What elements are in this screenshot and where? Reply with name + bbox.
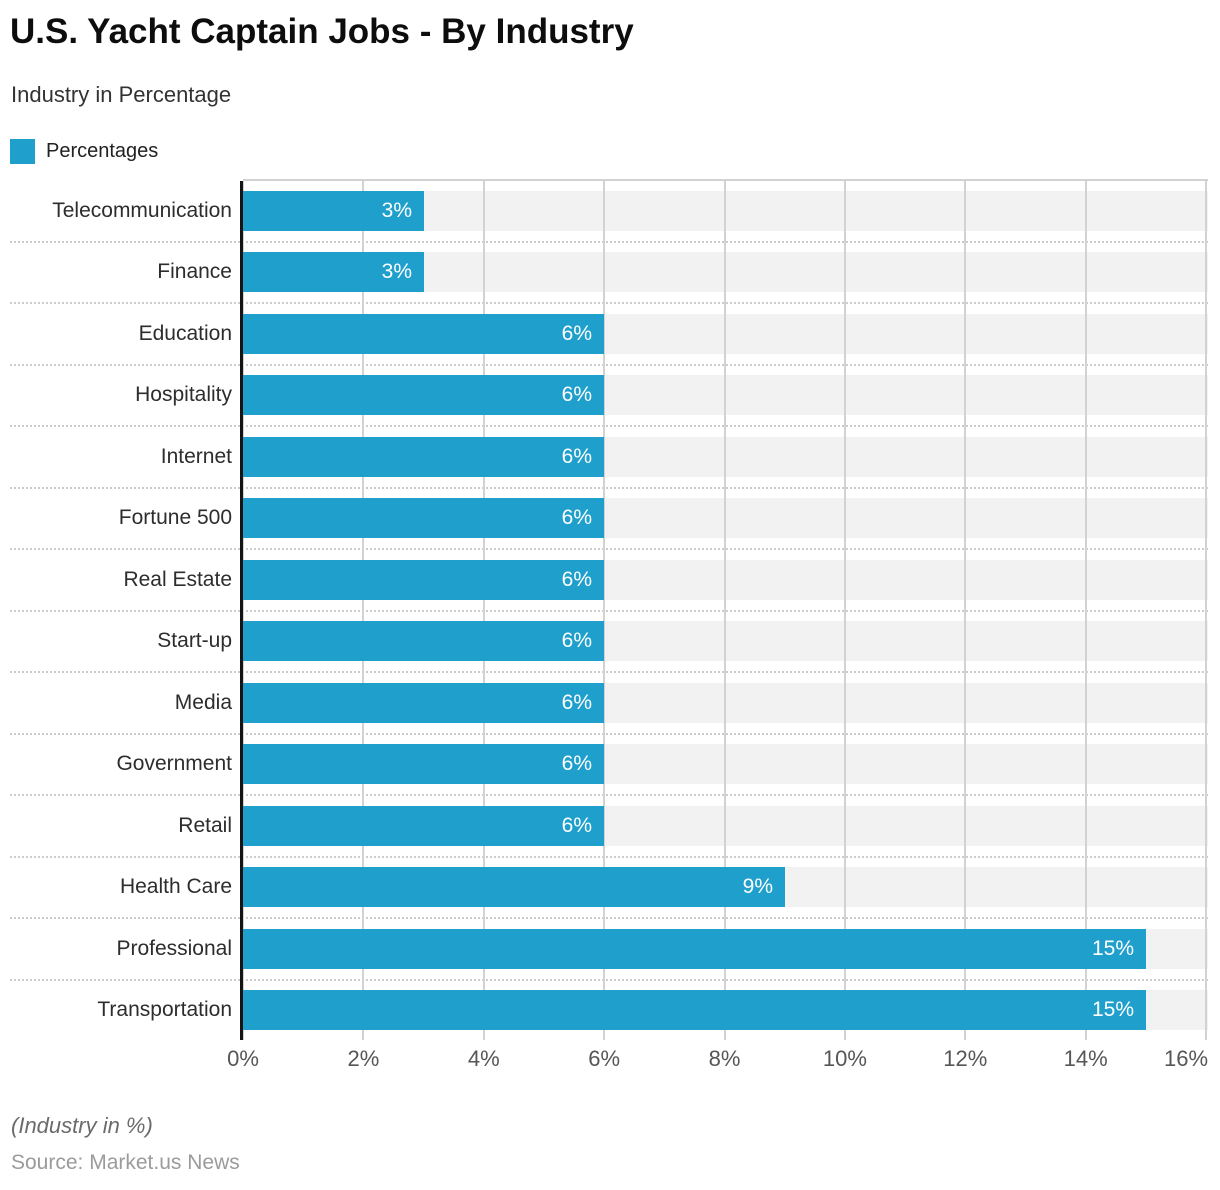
gridlines [242,181,1207,1040]
category-label: Finance [157,260,232,284]
chart-row: Government 6% [10,735,1208,796]
bar: 6% [243,621,604,662]
gridline [362,181,365,1040]
bar-value-label: 6% [561,444,592,468]
bar: 6% [243,744,604,785]
category-label: Government [116,752,232,776]
chart-title: U.S. Yacht Captain Jobs - By Industry [10,12,634,51]
chart-row: Fortune 500 6% [10,489,1208,550]
chart-row: Finance 3% [10,243,1208,304]
bar: 6% [243,805,604,846]
category-label: Real Estate [123,567,232,591]
gridline [603,181,606,1040]
x-tick-label: 12% [943,1046,988,1071]
y-axis-line [240,181,243,1040]
bar-value-label: 6% [561,752,592,776]
category-label: Media [174,690,232,714]
plot-top-border [243,179,1208,181]
legend: Percentages [10,139,158,164]
category-label: Start-up [157,629,232,653]
gridline [1205,181,1207,1040]
x-tick-label: 10% [822,1046,867,1071]
chart-row: Telecommunication 3% [10,181,1208,243]
legend-swatch-icon [10,139,35,164]
bar-value-label: 6% [561,567,592,591]
category-label: Professional [116,936,232,960]
chart-row: Media 6% [10,673,1208,735]
footer-note: (Industry in %) [11,1113,153,1138]
bar-value-label: 6% [561,629,592,653]
category-label: Retail [178,813,232,837]
bar-value-label: 6% [561,506,592,530]
chart-row: Health Care 9% [10,858,1208,919]
bar-value-label: 6% [561,321,592,345]
chart-row: Start-up 6% [10,612,1208,673]
bar: 6% [243,436,604,477]
bar: 15% [243,928,1146,969]
category-label: Hospitality [135,383,232,407]
bar-value-label: 6% [561,813,592,837]
chart-row: Retail 6% [10,796,1208,858]
category-label: Education [138,321,232,345]
category-label: Fortune 500 [118,506,232,530]
gridline [964,181,967,1040]
chart-row: Transportation 15% [10,981,1208,1041]
category-label: Transportation [97,998,232,1022]
bar: 15% [243,990,1146,1031]
gridline [242,181,244,1040]
bar-value-label: 9% [742,875,773,899]
chart-subtitle: Industry in Percentage [11,82,232,107]
chart-rows: Telecommunication 3% Finance 3% Educatio… [10,181,1208,1040]
chart-row: Real Estate 6% [10,550,1208,612]
chart-row: Internet 6% [10,427,1208,489]
x-axis-tick-labels: 0% 2% 4% 6% 8% 10% 12% 14% 16% [227,1046,1209,1078]
gridline [482,181,485,1040]
category-label: Internet [160,444,232,468]
x-tick-label: 4% [467,1046,500,1071]
bar-value-label: 3% [381,198,412,222]
legend-label: Percentages [46,140,159,162]
x-tick-label: 6% [588,1046,621,1071]
footer-source: Source: Market.us News [11,1151,240,1174]
chart-row: Professional 15% [10,919,1208,981]
gridline [723,181,726,1040]
bar-value-label: 6% [561,383,592,407]
x-tick-label: 14% [1063,1046,1108,1071]
x-tick-label: 8% [708,1046,741,1071]
chart-row: Education 6% [10,304,1208,366]
bar-value-label: 6% [561,690,592,714]
bar-chart: Telecommunication 3% Finance 3% Educatio… [10,179,1208,1040]
x-tick-label: 2% [347,1046,380,1071]
bar: 9% [243,867,785,908]
bar: 6% [243,498,604,539]
category-label: Telecommunication [52,198,232,222]
bar: 6% [243,682,604,723]
x-tick-label: 0% [227,1046,259,1071]
chart-row: Hospitality 6% [10,366,1208,427]
bar: 6% [243,559,604,600]
bar: 6% [243,375,604,416]
gridline [1084,181,1087,1040]
bar-value-label: 15% [1091,936,1134,960]
x-tick-label: 16% [1163,1046,1209,1071]
bar: 6% [243,313,604,354]
bar: 3% [243,252,424,293]
bar-value-label: 15% [1091,998,1134,1022]
bar: 3% [243,190,424,231]
bar-value-label: 3% [381,260,412,284]
category-label: Health Care [119,875,232,899]
gridline [843,181,846,1040]
